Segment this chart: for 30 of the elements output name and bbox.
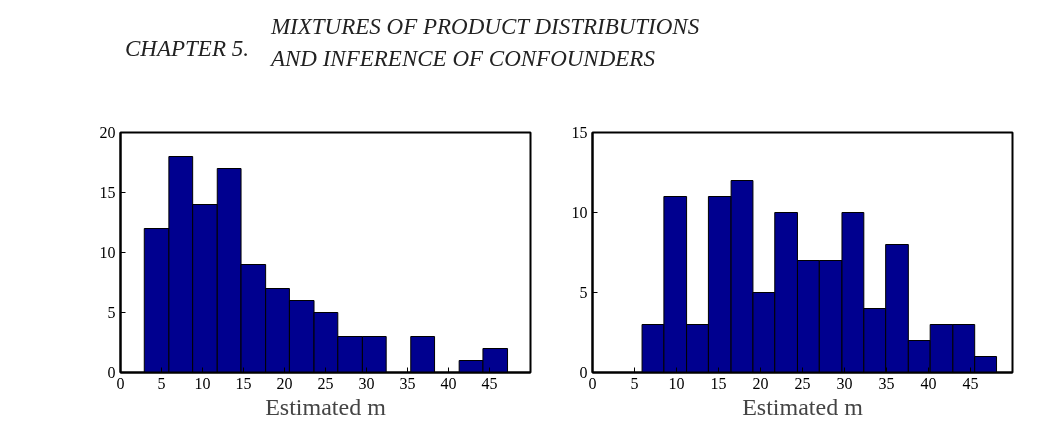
x-tick-label: 5 (157, 374, 166, 392)
y-tick-label: 10 (571, 204, 588, 221)
x-tick-label: 35 (399, 374, 416, 392)
x-axis-title: Estimated m (742, 393, 864, 420)
text: CHAPTER 5. (125, 35, 249, 63)
x-tick-label: 35 (878, 374, 895, 392)
y-tick-label: 15 (571, 124, 588, 141)
y-tick-label: 5 (107, 304, 116, 321)
x-axis-title: Estimated m (265, 393, 387, 420)
x-tick-label: 40 (440, 374, 457, 392)
x-tick-label: 30 (358, 374, 375, 392)
text: MIXTURES OF PRODUCT DISTRIBUTIONS (270, 13, 700, 41)
x-tick-label: 5 (630, 374, 639, 392)
y-tick-label: 10 (99, 244, 116, 261)
x-tick-label: 45 (962, 374, 979, 392)
x-tick-label: 25 (794, 374, 811, 392)
x-tick-label: 15 (710, 374, 727, 392)
x-tick-label: 15 (235, 374, 252, 392)
x-tick-label: 20 (752, 374, 769, 392)
x-tick-label: 10 (194, 374, 211, 392)
x-tick-label: 40 (920, 374, 937, 392)
y-tick-label: 15 (99, 184, 116, 201)
x-tick-label: 30 (836, 374, 853, 392)
x-tick-label: 45 (481, 374, 498, 392)
x-tick-label: 20 (276, 374, 293, 392)
y-tick-label: 5 (579, 284, 588, 301)
y-tick-label: 20 (99, 124, 116, 141)
text: AND INFERENCE OF CONFOUNDERS (270, 45, 656, 73)
x-tick-label: 25 (317, 374, 334, 392)
x-tick-label: 10 (668, 374, 685, 392)
